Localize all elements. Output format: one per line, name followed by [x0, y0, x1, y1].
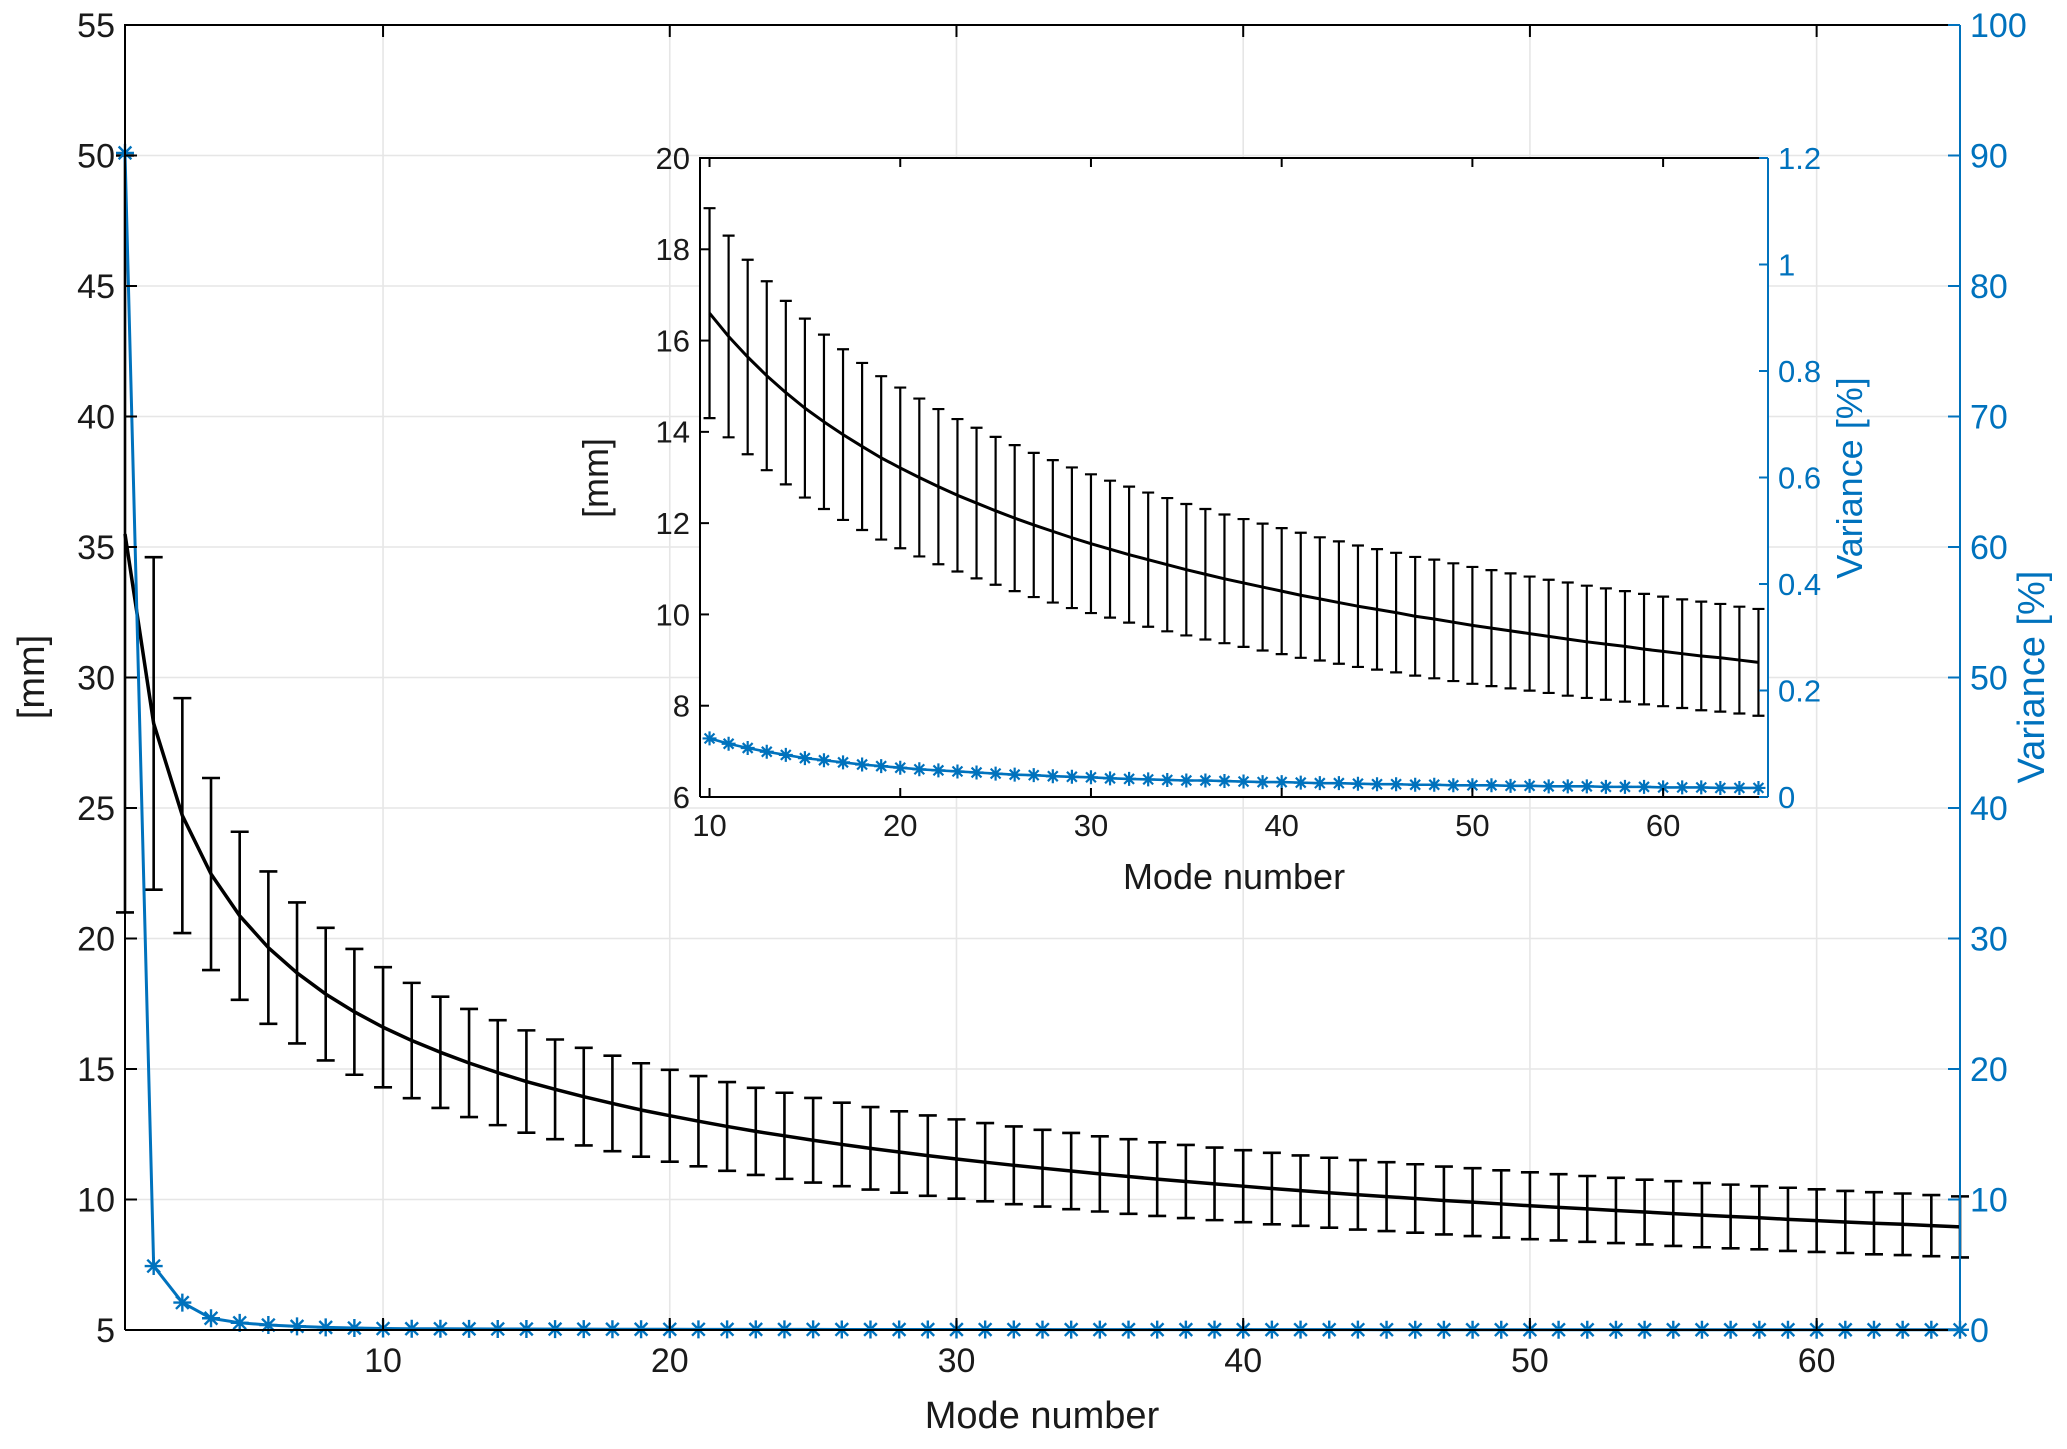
y-right-tick-label: 100: [1970, 7, 2027, 45]
x-tick-label: 20: [883, 808, 917, 843]
y-right-tick-label: 50: [1970, 659, 2008, 697]
y-right-tick-label: 0: [1970, 1312, 1989, 1350]
y-right-tick-label: 1.2: [1778, 141, 1821, 176]
y-left-tick-label: 8: [673, 689, 690, 724]
x-tick-label: 40: [1264, 808, 1298, 843]
y-right-tick-label: 90: [1970, 137, 2008, 175]
mean-line: [708, 312, 1759, 664]
x-tick-label: 50: [1511, 1342, 1549, 1380]
y-right-tick-label: 60: [1970, 529, 2008, 567]
y-left-tick-label: 15: [77, 1051, 115, 1089]
y-left-tick-label: 35: [77, 529, 115, 567]
mean-line: [123, 533, 1961, 1229]
y-right-tick-label: 1: [1778, 247, 1795, 282]
inset-chart: 10 20 30 40 50 60 6 8 10 12 14 16 18 20 0 0.2 0.4 0.6 0.8 1…: [656, 141, 1822, 843]
y-left-tick-label: 12: [656, 506, 690, 541]
y-right-tick-label: 40: [1970, 790, 2008, 828]
y-right-tick-label: 0.2: [1778, 673, 1821, 708]
y-left-tick-label: 5: [96, 1312, 115, 1350]
x-tick-label: 10: [364, 1342, 402, 1380]
inset-right-y-axis-label: Variance [%]: [1829, 377, 1870, 578]
x-tick-label: 50: [1455, 808, 1489, 843]
y-left-tick-label: 20: [77, 920, 115, 958]
y-right-tick-label: 0.4: [1778, 567, 1821, 602]
x-tick-label: 60: [1798, 1342, 1836, 1380]
x-tick-label: 40: [1224, 1342, 1262, 1380]
x-tick-label: 10: [692, 808, 726, 843]
y-left-tick-label: 25: [77, 790, 115, 828]
y-right-tick-label: 70: [1970, 398, 2008, 436]
y-left-tick-label: 45: [77, 268, 115, 306]
y-right-tick-label: 0.6: [1778, 460, 1821, 495]
y-right-tick-label: 10: [1970, 1181, 2008, 1219]
variance-asterisk-markers: [702, 731, 1766, 795]
x-tick-label: 20: [651, 1342, 689, 1380]
y-left-tick-label: 20: [656, 141, 690, 176]
y-right-tick-label: 0: [1778, 780, 1795, 815]
inset-background: [700, 158, 1768, 797]
y-left-tick-label: 14: [656, 415, 690, 450]
x-tick-label: 30: [1074, 808, 1108, 843]
y-left-tick-label: 16: [656, 323, 690, 358]
y-right-tick-label: 20: [1970, 1051, 2008, 1089]
y-left-tick-label: 55: [77, 7, 115, 45]
y-left-tick-label: 18: [656, 232, 690, 267]
x-tick-label: 60: [1646, 808, 1680, 843]
inset-x-axis-label: Mode number: [1123, 856, 1345, 897]
main-right-y-axis-label: Variance [%]: [2011, 571, 2053, 784]
y-left-tick-label: 6: [673, 780, 690, 815]
y-left-tick-label: 40: [77, 398, 115, 436]
y-right-tick-label: 0.8: [1778, 354, 1821, 389]
y-left-tick-label: 30: [77, 659, 115, 697]
y-right-tick-label: 80: [1970, 268, 2008, 306]
main-left-y-axis-label: [mm]: [11, 635, 53, 719]
x-tick-label: 30: [938, 1342, 976, 1380]
y-right-tick-label: 30: [1970, 920, 2008, 958]
y-left-tick-label: 50: [77, 137, 115, 175]
y-left-tick-label: 10: [656, 597, 690, 632]
inset-left-y-axis-label: [mm]: [575, 438, 616, 518]
y-left-tick-label: 10: [77, 1181, 115, 1219]
main-x-axis-label: Mode number: [925, 1395, 1160, 1437]
